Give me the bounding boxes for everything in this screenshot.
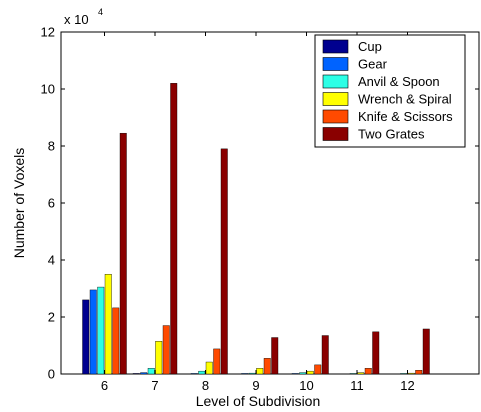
- bar-knife-scissors-11: [364, 368, 372, 375]
- bar-cup-7: [132, 373, 140, 375]
- x-tick-label: 10: [299, 378, 313, 393]
- x-tick-label: 7: [151, 378, 158, 393]
- bar-two-grates-7: [170, 83, 178, 375]
- legend-label: Knife & Scissors: [358, 109, 453, 124]
- y-tick-label: 6: [48, 196, 55, 211]
- bar-cup-6: [82, 299, 90, 375]
- bar-wrench-spiral-10: [306, 370, 314, 375]
- bar-knife-scissors-6: [112, 307, 120, 375]
- bar-two-grates-12: [422, 328, 430, 375]
- legend-label: Two Grates: [358, 127, 425, 142]
- y-tick-label: 10: [41, 82, 55, 97]
- x-axis-label: Level of Subdivision: [196, 393, 321, 409]
- y-multiplier-exponent: 4: [98, 7, 103, 17]
- bar-gear-7: [140, 372, 148, 375]
- bar-wrench-spiral-9: [256, 368, 264, 375]
- legend: Cup Gear Anvil & Spoon Wrench & Spiral Knife…: [314, 34, 466, 148]
- bar-knife-scissors-8: [213, 348, 221, 375]
- x-tick-label: 11: [350, 378, 364, 393]
- bar-gear-8: [190, 373, 198, 375]
- bar-knife-scissors-12: [415, 370, 423, 375]
- bar-knife-scissors-7: [162, 325, 170, 375]
- bar-two-grates-11: [372, 331, 380, 375]
- bar-knife-scissors-10: [314, 364, 322, 375]
- bar-gear-6: [89, 289, 97, 375]
- x-tick-label: 8: [202, 378, 209, 393]
- legend-label: Wrench & Spiral: [358, 92, 452, 107]
- y-axis-ticks: 0 2 4 6 8 10 12: [41, 25, 479, 382]
- bar-anvil-spoon-12: [400, 373, 408, 375]
- x-tick-label: 12: [400, 378, 414, 393]
- bar-anvil-spoon-8: [198, 370, 206, 375]
- bar-anvil-spoon-11: [349, 373, 357, 375]
- x-tick-label: 6: [101, 378, 108, 393]
- legend-label: Anvil & Spoon: [358, 74, 440, 89]
- bars-group: [82, 83, 430, 375]
- x-tick-label: 9: [252, 378, 259, 393]
- legend-items: Cup Gear Anvil & Spoon Wrench & Spiral Knife…: [322, 39, 453, 142]
- bar-gear-10: [291, 373, 299, 375]
- bar-anvil-spoon-9: [248, 372, 256, 375]
- bar-two-grates-8: [220, 148, 228, 375]
- legend-label: Cup: [358, 39, 382, 54]
- y-multiplier-base: x 10: [64, 12, 89, 27]
- y-tick-label: 2: [48, 310, 55, 325]
- bar-wrench-spiral-6: [104, 274, 112, 375]
- y-tick-label: 4: [48, 253, 55, 268]
- y-tick-label: 8: [48, 139, 55, 154]
- y-multiplier: x 10 4: [64, 7, 103, 27]
- bar-wrench-spiral-7: [155, 341, 163, 375]
- bar-anvil-spoon-7: [147, 368, 155, 375]
- bar-anvil-spoon-10: [299, 372, 307, 375]
- legend-swatch: [322, 57, 349, 71]
- y-tick-label: 12: [41, 25, 55, 40]
- x-axis-ticks: 6 7 8 9 10 11 12: [101, 32, 415, 393]
- bar-two-grates-6: [119, 132, 127, 375]
- legend-swatch: [322, 109, 349, 124]
- legend-swatch: [322, 92, 349, 106]
- legend-label: Gear: [358, 57, 388, 72]
- bar-wrench-spiral-12: [407, 372, 415, 375]
- bar-gear-9: [241, 373, 249, 375]
- legend-swatch: [322, 39, 349, 54]
- bar-wrench-spiral-8: [205, 361, 213, 375]
- legend-swatch: [322, 74, 349, 89]
- bar-two-grates-9: [271, 337, 279, 375]
- bar-anvil-spoon-6: [97, 286, 105, 375]
- bar-knife-scissors-9: [263, 358, 271, 375]
- bar-wrench-spiral-11: [357, 372, 365, 375]
- bar-two-grates-10: [321, 335, 329, 375]
- legend-swatch: [322, 127, 349, 141]
- y-axis-label: Number of Voxels: [11, 148, 27, 259]
- y-tick-label: 0: [48, 367, 55, 382]
